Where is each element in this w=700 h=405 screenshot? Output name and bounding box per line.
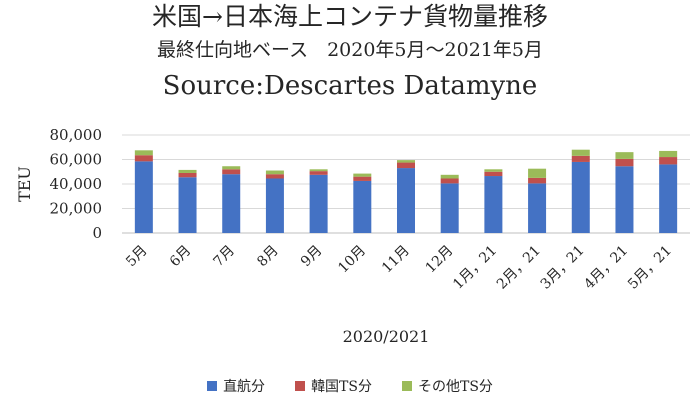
bar-segment-korea-ts [615, 158, 634, 167]
legend-swatch-korea-ts [295, 381, 306, 391]
y-tick-label: 40,000 [50, 175, 103, 193]
chart-title: 米国→日本海上コンテナ貨物量推移 [152, 2, 548, 31]
bar-segment-korea-ts [440, 178, 459, 184]
bar-segment-direct [484, 176, 503, 233]
chart-subtitle: 最終仕向地ベース 2020年5月～2021年5月 [157, 39, 543, 61]
bar-segment-direct [397, 168, 415, 233]
x-tick-label: 11月 [379, 243, 413, 277]
legend-swatch-direct [207, 381, 218, 391]
bar-segment-direct [615, 166, 634, 233]
bar-segment-direct [353, 180, 372, 233]
bar-segment-other-ts [659, 150, 678, 158]
x-tick-label: 2月，21 [494, 243, 544, 293]
bar-segment-korea-ts [134, 155, 153, 162]
bar-segment-korea-ts [528, 177, 547, 184]
y-tick-label: 0 [92, 224, 102, 242]
x-tick-label: 4月，21 [581, 243, 631, 293]
x-tick-label: 3月，21 [538, 243, 588, 293]
x-tick-label: 8月 [254, 243, 282, 271]
x-tick-label: 5月 [123, 243, 151, 271]
bar-segment-other-ts [397, 160, 415, 163]
bar-segment-direct [222, 174, 241, 233]
x-tick-label: 1月，21 [450, 243, 500, 293]
bar-segment-direct [178, 177, 197, 233]
x-tick-label: 9月 [298, 243, 326, 271]
stacked-bar-chart: 0 20,000 40,000 60,000 80,000 TEU 5月 6月 7月 8月 9月 10… [15, 126, 690, 346]
legend-item-direct: 直航分 [207, 376, 265, 396]
bar-segment-other-ts [265, 170, 284, 175]
bar-segment-korea-ts [659, 157, 678, 165]
x-tick-label: 12月 [423, 243, 457, 277]
bar-segment-other-ts [615, 152, 634, 159]
bar-segment-direct [309, 174, 328, 233]
bar-segment-other-ts [353, 173, 372, 177]
bar-segment-other-ts [528, 168, 547, 178]
x-tick-label: 7月 [211, 243, 239, 271]
legend-swatch-other-ts [402, 381, 412, 391]
bar-segment-korea-ts [484, 171, 503, 177]
bar-segment-other-ts [178, 169, 197, 173]
bar-segment-other-ts [309, 169, 328, 172]
bar-segment-other-ts [484, 169, 503, 172]
bar-segment-korea-ts [309, 171, 328, 175]
bar-segment-korea-ts [265, 174, 284, 179]
bar-segment-korea-ts [571, 155, 590, 162]
y-tick-label: 20,000 [50, 200, 103, 218]
bar-segment-direct [134, 161, 153, 233]
chart-legend: 直航分 韓国TS分 その他TS分 [0, 376, 700, 396]
x-axis-label: 2020/2021 [343, 327, 430, 346]
bar-segment-other-ts [222, 166, 241, 170]
y-tick-label: 60,000 [50, 151, 103, 169]
bar-segment-other-ts [571, 149, 590, 156]
bar-segment-korea-ts [222, 169, 241, 175]
bar-segment-direct [659, 164, 678, 233]
bar-segment-korea-ts [397, 162, 415, 169]
legend-label-direct: 直航分 [223, 379, 266, 395]
legend-label-other-ts: その他TS分 [418, 379, 493, 395]
legend-item-korea-ts: 韓国TS分 [295, 376, 372, 396]
y-tick-label: 80,000 [50, 126, 103, 144]
bar-segment-direct [528, 183, 547, 233]
bar-segment-direct [440, 183, 459, 233]
x-tick-label: 6月 [167, 243, 195, 271]
x-tick-label: 10月 [335, 243, 369, 277]
chart-source: Source:Descartes Datamyne [162, 71, 538, 101]
bar-segment-other-ts [440, 174, 459, 179]
bar-segment-direct [265, 178, 284, 233]
legend-item-other-ts: その他TS分 [402, 376, 493, 396]
y-axis-label: TEU [15, 166, 34, 202]
x-tick-label: 5月，21 [625, 243, 675, 293]
bar-segment-other-ts [134, 150, 153, 156]
legend-label-korea-ts: 韓国TS分 [311, 379, 372, 395]
bar-segment-korea-ts [353, 176, 372, 181]
bar-segment-direct [571, 161, 590, 233]
bar-segment-korea-ts [178, 172, 197, 178]
